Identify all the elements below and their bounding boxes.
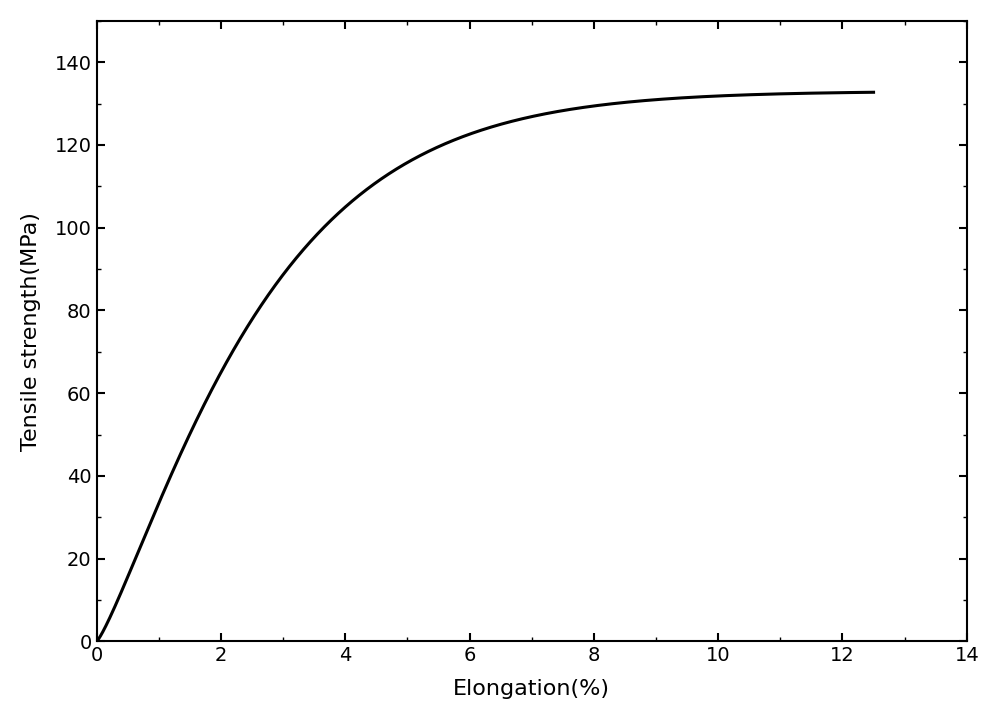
Y-axis label: Tensile strength(MPa): Tensile strength(MPa) <box>21 212 41 451</box>
X-axis label: Elongation(%): Elongation(%) <box>453 679 610 699</box>
